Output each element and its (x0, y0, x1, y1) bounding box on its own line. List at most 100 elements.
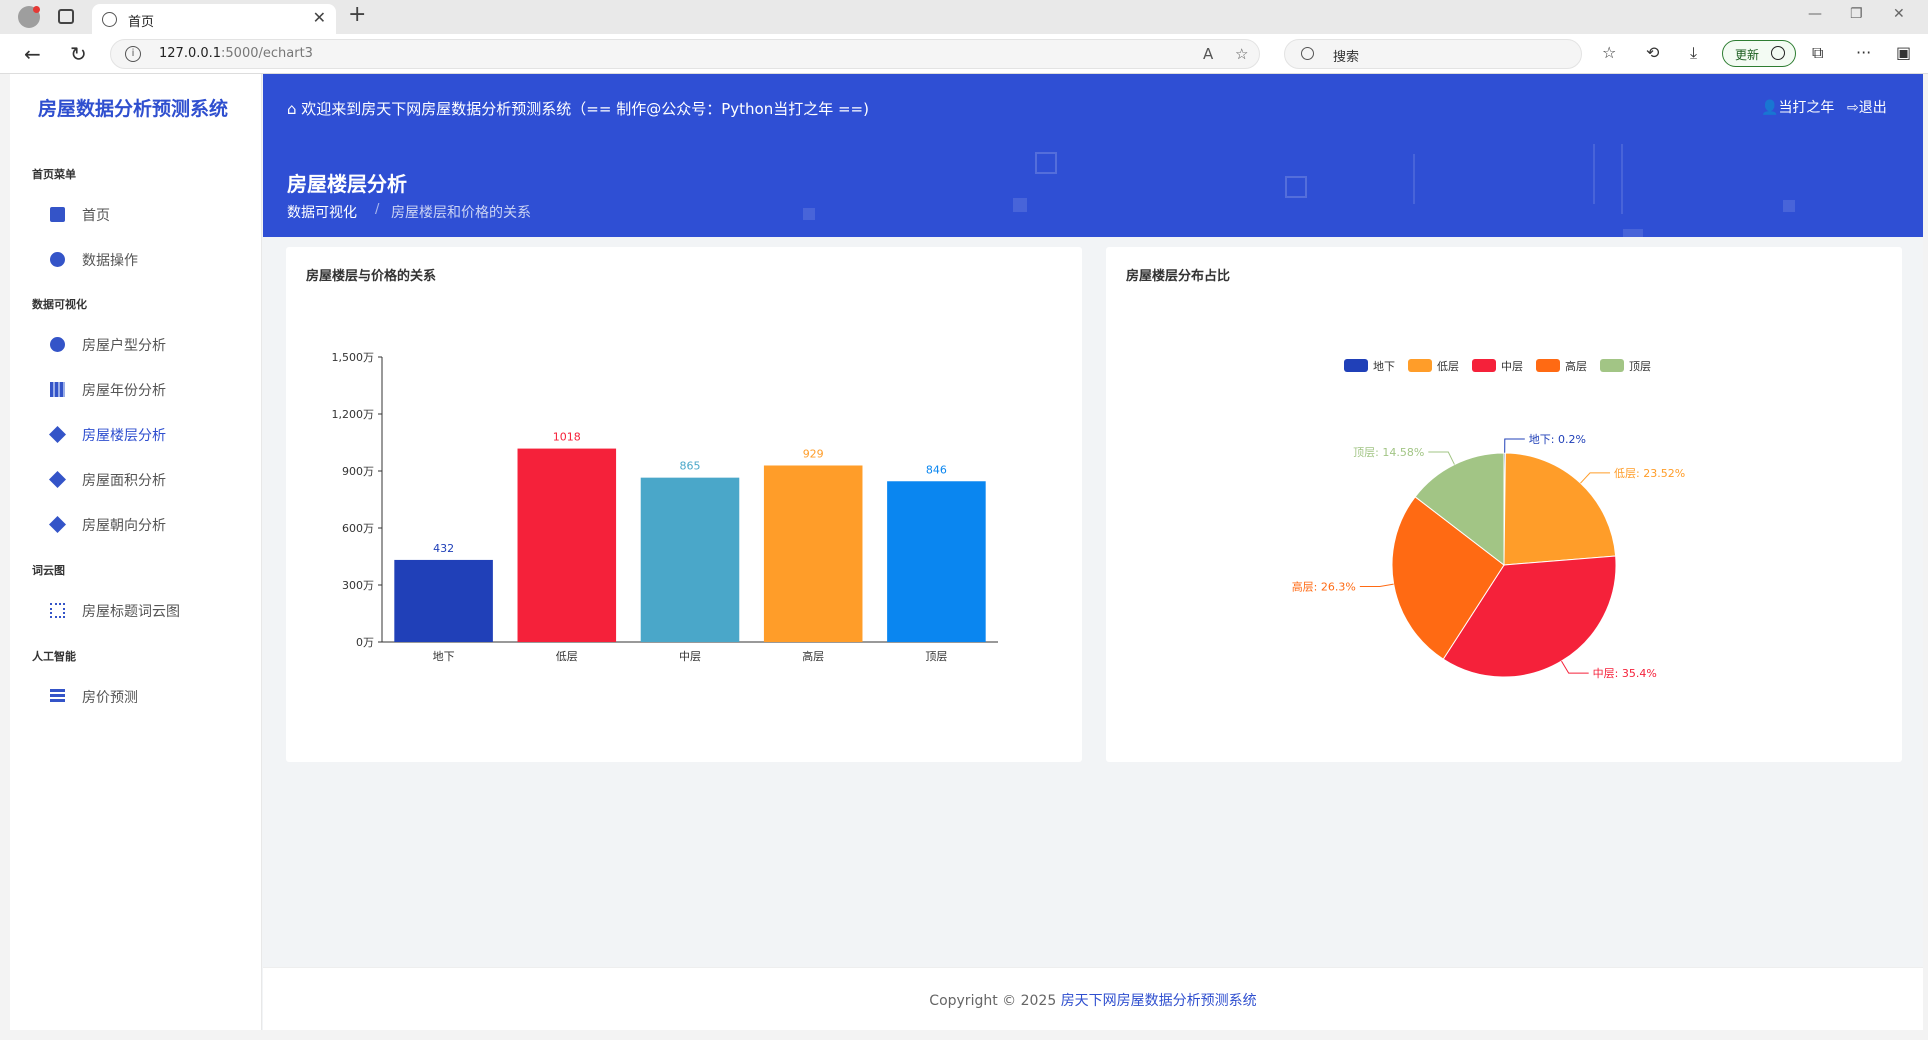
sidebar-item-area-analysis[interactable]: 房屋面积分析 (40, 467, 250, 493)
history-icon[interactable]: ⟲ (1646, 43, 1660, 62)
logout-link[interactable]: ⇨退出 (1847, 100, 1887, 116)
page-header: ⌂ 欢迎来到房天下网房屋数据分析预测系统（== 制作@公众号：Python当打之… (263, 74, 1923, 237)
pie-data-label: 地下: 0.2% (1529, 433, 1586, 446)
minimize-icon[interactable]: — (1808, 6, 1822, 22)
decor-dot (803, 208, 815, 220)
url-text[interactable]: 127.0.0.1:5000/echart3 (159, 46, 313, 61)
sidebar-item-label: 房屋朝向分析 (82, 518, 166, 534)
read-aloud-icon[interactable]: A (1203, 45, 1214, 63)
update-status-icon (1771, 46, 1785, 60)
bar-data-label: 1018 (553, 431, 581, 444)
back-arrow-icon[interactable]: ← (24, 42, 41, 66)
list-icon (50, 689, 65, 704)
x-tick-label: 地下 (433, 650, 455, 663)
favorites-icon[interactable]: ☆ (1602, 43, 1617, 62)
footer-brand-link[interactable]: 房天下网房屋数据分析预测系统 (1060, 993, 1257, 1009)
download-icon[interactable]: ⤓ (1690, 43, 1698, 62)
browser-tab[interactable]: 首页 ✕ (92, 4, 336, 34)
sidebar-item-label: 房屋面积分析 (82, 473, 166, 489)
close-tab-icon[interactable]: ✕ (312, 8, 326, 27)
y-tick-label: 1,200万 (332, 408, 375, 421)
sidebar-item-price-prediction[interactable]: 房价预测 (40, 684, 250, 710)
sidebar-item-label: 房价预测 (82, 690, 138, 706)
legend-swatch (1600, 359, 1624, 372)
y-tick-label: 300万 (342, 579, 374, 592)
sidebar-item-label: 房屋标题词云图 (82, 604, 180, 620)
x-tick-label: 低层 (556, 650, 578, 663)
site-info-icon[interactable]: i (125, 46, 141, 62)
home-icon (50, 207, 65, 222)
pie-slice-3 (1391, 496, 1505, 660)
page-title: 房屋楼层分析 (287, 172, 407, 196)
close-window-icon[interactable]: ✕ (1893, 6, 1905, 22)
tab-actions-icon[interactable] (58, 9, 74, 24)
cube-icon (49, 426, 66, 443)
restore-icon[interactable]: ❐ (1850, 6, 1863, 22)
user-link[interactable]: 👤当打之年 (1761, 100, 1835, 116)
x-tick-label: 中层 (679, 650, 701, 663)
page-footer: Copyright © 2025 房天下网房屋数据分析预测系统 (263, 967, 1923, 1030)
pie-data-label: 低层: 23.52% (1614, 467, 1685, 480)
search-input[interactable]: 搜索 (1333, 50, 1360, 65)
page-viewport: 房屋数据分析预测系统 首页菜单 首页 数据操作 数据可视化 房屋户型分析 房屋年… (10, 74, 1923, 1030)
sidebar-item-layout-analysis[interactable]: 房屋户型分析 (40, 332, 250, 358)
legend-label: 地下 (1373, 360, 1395, 373)
more-menu-icon[interactable]: ··· (1856, 43, 1872, 62)
y-tick-label: 1,500万 (332, 351, 375, 364)
bar-0 (394, 559, 493, 642)
pie-leader-line (1428, 451, 1455, 465)
sidebar-item-floor-analysis[interactable]: 房屋楼层分析 (40, 422, 250, 448)
pie-leader-line (1359, 583, 1394, 588)
breadcrumb-visualization[interactable]: 数据可视化 (287, 205, 357, 221)
bar-1 (517, 448, 617, 642)
address-bar[interactable]: i 127.0.0.1:5000/echart3 A ☆ (110, 39, 1260, 69)
decor-line (1593, 144, 1595, 204)
sidebar-item-wordcloud[interactable]: 房屋标题词云图 (40, 598, 250, 624)
bar-data-label: 846 (926, 463, 947, 476)
pie-data-label: 中层: 35.4% (1593, 667, 1657, 680)
chat-icon (50, 252, 65, 267)
notification-dot (33, 6, 40, 13)
decor-square (1285, 176, 1307, 198)
welcome-message: 欢迎来到房天下网房屋数据分析预测系统（== 制作@公众号：Python当打之年 … (301, 100, 869, 118)
bar-3 (763, 465, 863, 642)
legend-label: 顶层 (1629, 360, 1651, 373)
decor-dot (1783, 200, 1795, 212)
brand-title[interactable]: 房屋数据分析预测系统 (38, 98, 229, 120)
sidebar-item-year-analysis[interactable]: 房屋年份分析 (40, 377, 250, 403)
footer-text: Copyright © 2025 房天下网房屋数据分析预测系统 (263, 990, 1923, 1010)
favorite-star-icon[interactable]: ☆ (1235, 45, 1249, 63)
sidebar-toggle-icon[interactable]: ▣ (1896, 43, 1912, 62)
sidebar-item-label: 首页 (82, 208, 110, 224)
legend-swatch (1344, 359, 1368, 372)
sidebar-item-data-ops[interactable]: 数据操作 (40, 247, 250, 273)
bar-chart: 0万 300万 600万 900万 1,200万 1,500万 432 地下 1018 低层 865… (332, 351, 998, 663)
new-tab-button[interactable]: + (348, 2, 367, 27)
bar-data-label: 865 (680, 460, 701, 473)
update-button[interactable]: 更新 (1722, 40, 1796, 67)
address-toolbar: ← ↻ i 127.0.0.1:5000/echart3 A ☆ 搜索 ☆ ⟲ … (0, 34, 1928, 74)
refresh-icon[interactable]: ↻ (70, 42, 87, 66)
url-host: 127.0.0.1 (159, 46, 222, 61)
pie-leader-line (1561, 660, 1589, 674)
sidebar-item-orientation-analysis[interactable]: 房屋朝向分析 (40, 512, 250, 538)
screenshot-icon[interactable]: ⧉ (1812, 43, 1824, 62)
bar-chart-card: 房屋楼层与价格的关系 0万 300万 600万 900万 1,200万 1,500万 432… (286, 247, 1082, 762)
bar-data-label: 929 (803, 447, 824, 460)
sidebar-item-label: 数据操作 (82, 253, 138, 269)
welcome-text: ⌂ 欢迎来到房天下网房屋数据分析预测系统（== 制作@公众号：Python当打之… (287, 100, 869, 118)
decor-bar (1623, 229, 1643, 237)
decor-line (1413, 154, 1415, 204)
pie-leader-line (1504, 438, 1525, 454)
bar-data-label: 432 (433, 542, 454, 555)
bar-2 (640, 477, 740, 642)
search-icon (1301, 47, 1314, 60)
y-tick-label: 600万 (342, 522, 374, 535)
search-box[interactable]: 搜索 (1284, 39, 1582, 69)
columns-icon (50, 382, 65, 397)
legend-label: 中层 (1501, 360, 1523, 373)
grid-dots-icon (50, 603, 65, 618)
sidebar-item-home[interactable]: 首页 (40, 202, 250, 228)
